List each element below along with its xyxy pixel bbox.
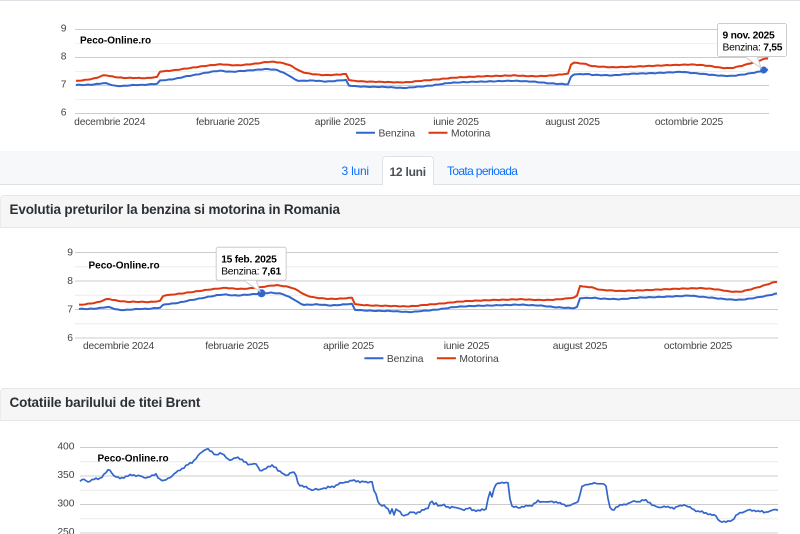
svg-text:Benzina: Benzina [387,354,424,365]
svg-text:iunie 2025: iunie 2025 [444,341,490,352]
svg-text:250: 250 [57,527,74,534]
svg-text:februarie 2025: februarie 2025 [196,117,260,128]
svg-text:iunie 2025: iunie 2025 [433,117,479,128]
svg-text:februarie 2025: februarie 2025 [205,341,269,352]
svg-text:august 2025: august 2025 [545,117,600,128]
svg-text:Peco-Online.ro: Peco-Online.ro [89,261,160,272]
svg-text:decembrie 2024: decembrie 2024 [74,117,146,128]
svg-text:aprilie 2025: aprilie 2025 [315,117,366,128]
svg-text:400: 400 [57,442,74,453]
svg-text:aprilie 2025: aprilie 2025 [323,341,374,352]
svg-text:Motorina: Motorina [459,354,499,365]
svg-text:6: 6 [67,333,73,344]
svg-text:9 nov. 2025: 9 nov. 2025 [723,31,776,42]
svg-text:8: 8 [67,276,73,287]
svg-text:15 feb. 2025: 15 feb. 2025 [221,254,277,265]
svg-text:august 2025: august 2025 [553,341,608,352]
svg-text:Motorina: Motorina [451,128,491,139]
svg-text:300: 300 [57,499,74,510]
svg-text:7: 7 [61,80,67,91]
svg-text:Benzina: 7,61: Benzina: 7,61 [221,266,281,277]
svg-text:Peco-Online.ro: Peco-Online.ro [98,454,169,465]
svg-text:decembrie 2024: decembrie 2024 [83,341,155,352]
svg-text:Benzina: Benzina [379,128,416,139]
svg-text:350: 350 [57,470,74,481]
svg-text:7: 7 [67,305,73,316]
svg-text:6: 6 [61,108,67,119]
svg-text:Peco-Online.ro: Peco-Online.ro [80,36,151,47]
svg-text:9: 9 [67,248,73,259]
svg-text:9: 9 [61,24,67,35]
svg-text:Benzina: 7,55: Benzina: 7,55 [723,43,783,54]
svg-text:8: 8 [61,52,67,63]
svg-text:octombrie 2025: octombrie 2025 [664,341,733,352]
svg-text:octombrie 2025: octombrie 2025 [655,117,724,128]
